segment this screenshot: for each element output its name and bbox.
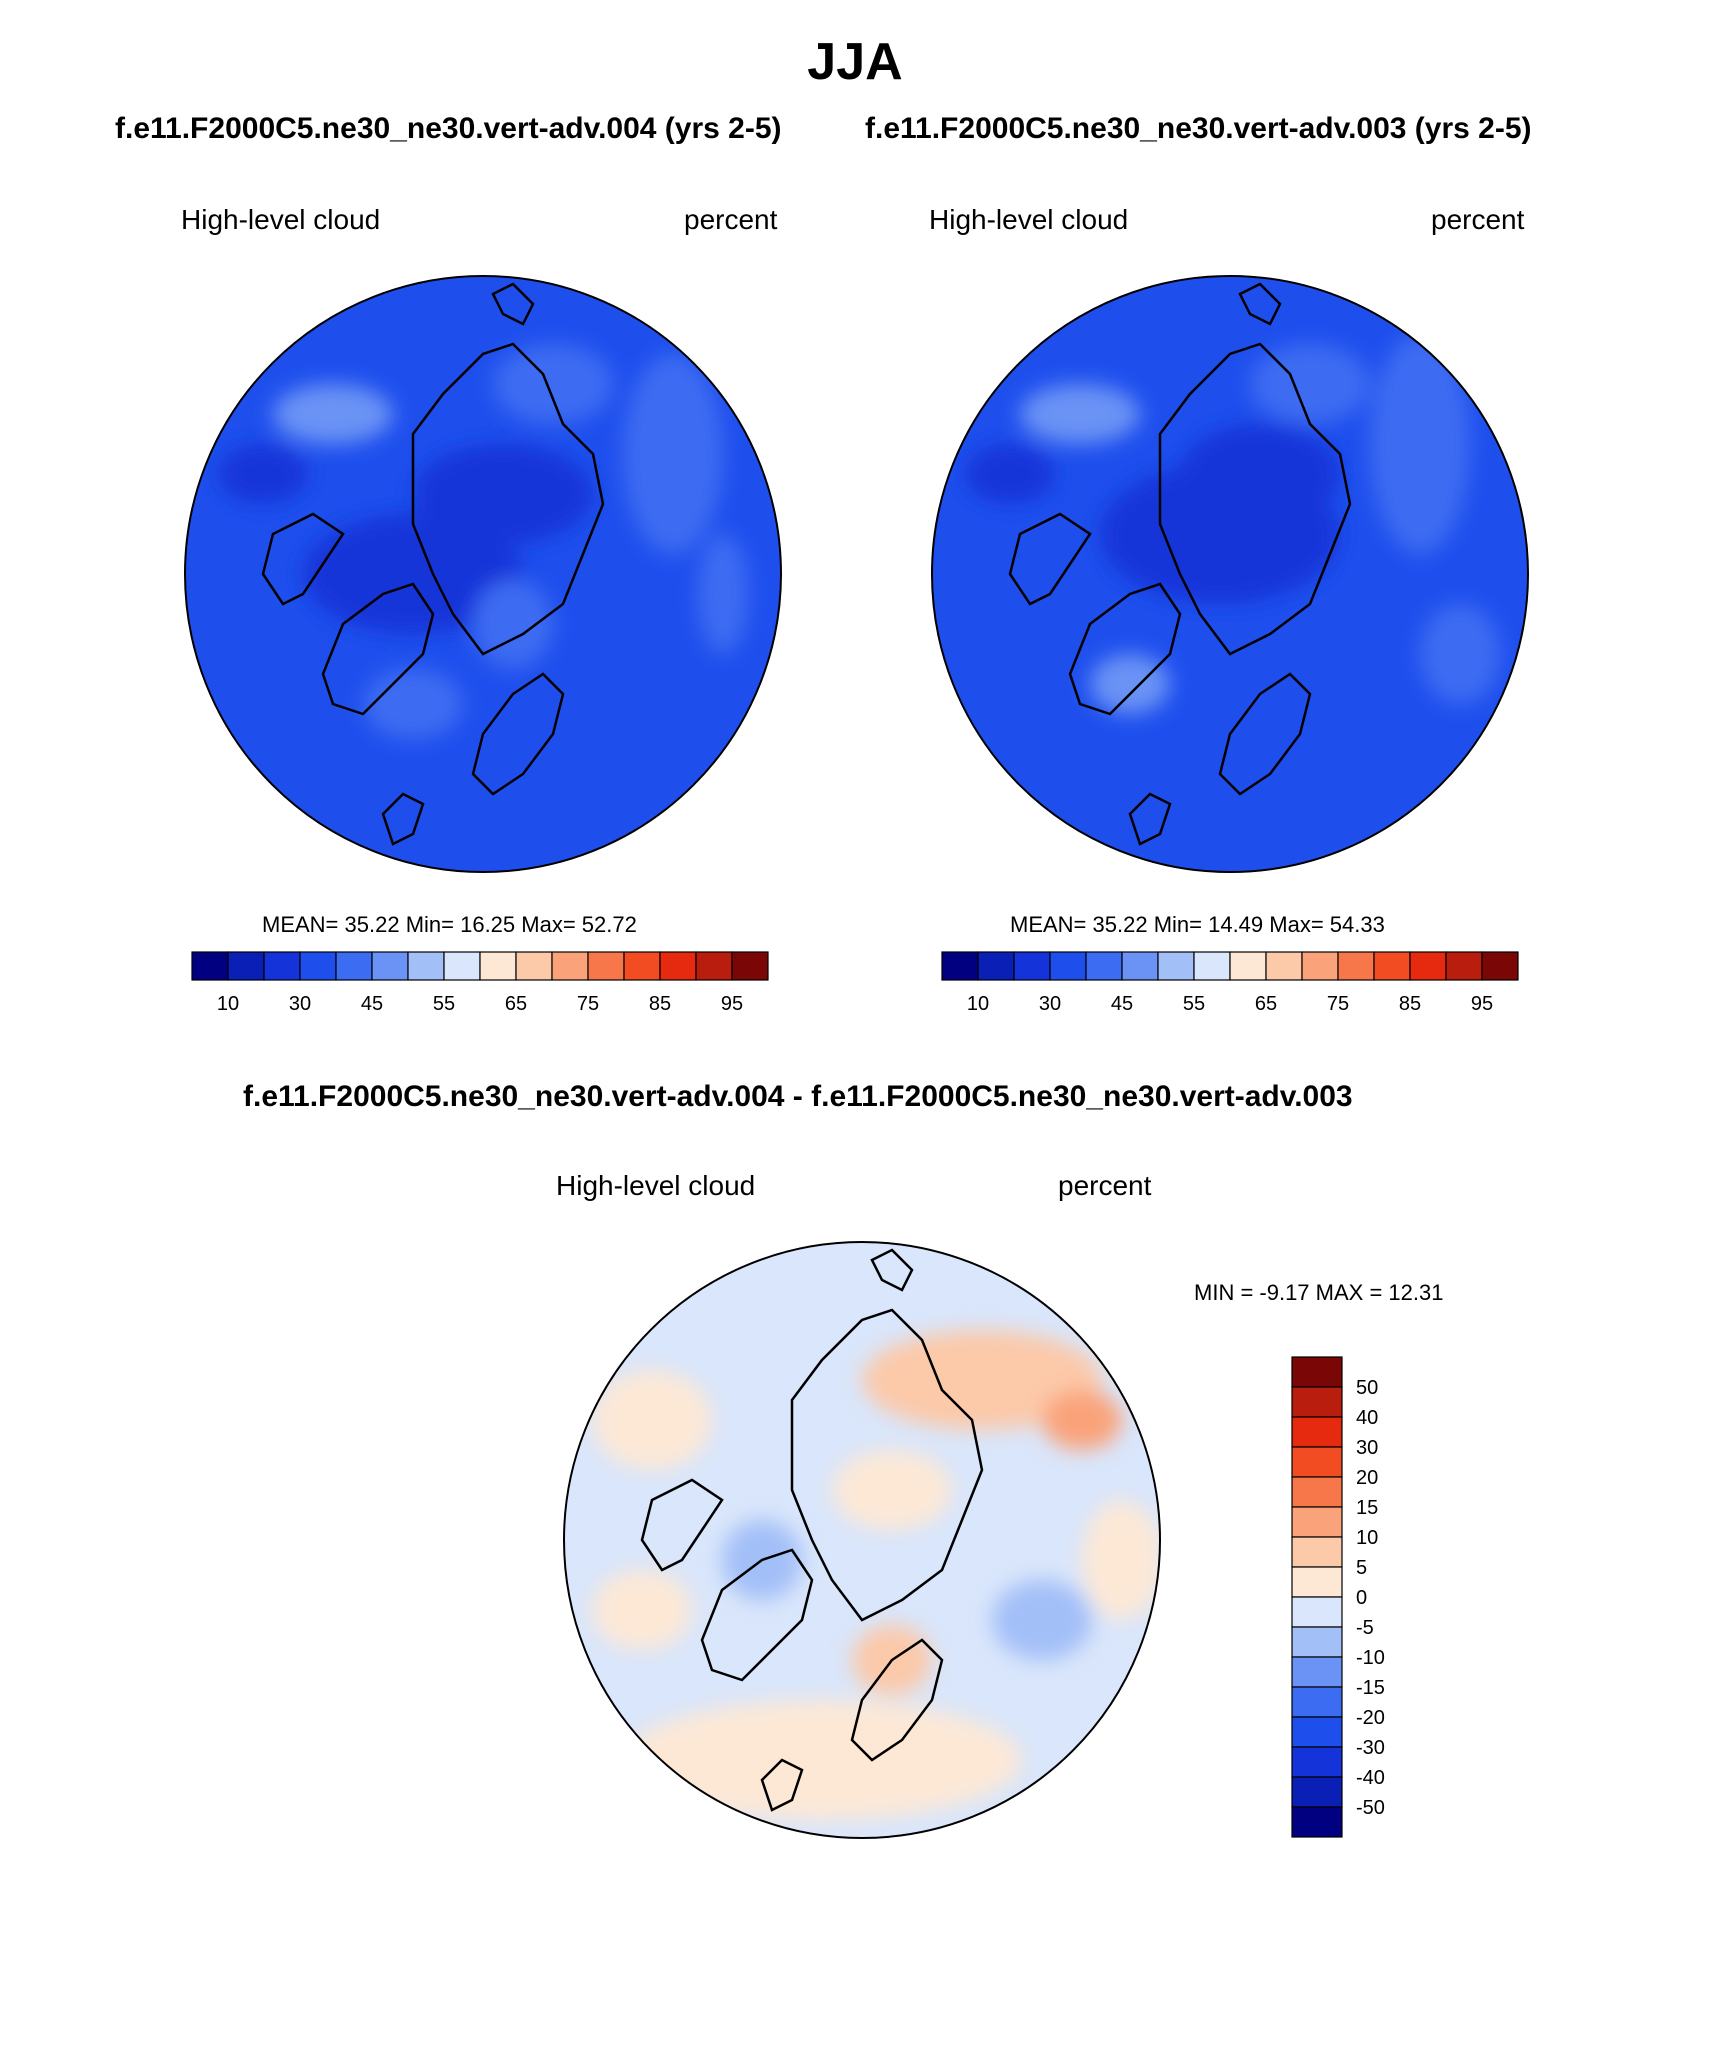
colorbar-swatch bbox=[1193, 951, 1231, 981]
colorbar-swatch bbox=[1291, 1656, 1343, 1688]
right-units-label: percent bbox=[1431, 204, 1525, 235]
colorbar-swatch bbox=[731, 951, 769, 981]
colorbar-swatch bbox=[1409, 951, 1447, 981]
case-a-title: f.e11.F2000C5.ne30_ne30.vert-adv.004 (yr… bbox=[115, 112, 782, 145]
colorbar-swatch bbox=[1049, 951, 1087, 981]
colorbar-swatch bbox=[551, 951, 589, 981]
colorbar-tick-label: -30 bbox=[1356, 1737, 1385, 1759]
colorbar-swatch bbox=[335, 951, 373, 981]
diff-units-label: percent bbox=[1058, 1170, 1152, 1201]
diff-stats: MIN = -9.17 MAX = 12.31 bbox=[1194, 1280, 1444, 1305]
left-polar-map bbox=[184, 275, 782, 873]
colorbar-swatch bbox=[407, 951, 445, 981]
colorbar-swatch bbox=[1121, 951, 1159, 981]
diff-polar-map bbox=[563, 1241, 1161, 1839]
colorbar-tick-label: 75 bbox=[1327, 993, 1349, 1015]
right-polar-map bbox=[931, 275, 1529, 873]
colorbar-tick-label: 10 bbox=[967, 993, 989, 1015]
colorbar-tick-label: 45 bbox=[1111, 993, 1133, 1015]
colorbar-swatch bbox=[1085, 951, 1123, 981]
colorbar-swatch bbox=[977, 951, 1015, 981]
colorbar-tick-label: -10 bbox=[1356, 1647, 1385, 1669]
colorbar-swatch bbox=[1291, 1536, 1343, 1568]
colorbar-tick-label: 30 bbox=[289, 993, 311, 1015]
colorbar-swatch bbox=[1291, 1626, 1343, 1658]
colorbar-swatch bbox=[1229, 951, 1267, 981]
colorbar-swatch bbox=[515, 951, 553, 981]
plot-title: JJA bbox=[807, 33, 903, 91]
colorbar-swatch bbox=[479, 951, 517, 981]
colorbar-swatch bbox=[1291, 1356, 1343, 1388]
colorbar-swatch bbox=[695, 951, 733, 981]
colorbar-swatch bbox=[1291, 1506, 1343, 1538]
colorbar-swatch bbox=[191, 951, 229, 981]
colorbar-swatch bbox=[1291, 1386, 1343, 1418]
left-variable-label: High-level cloud bbox=[181, 204, 381, 235]
colorbar-swatch bbox=[587, 951, 625, 981]
right-colorbar: 10 30 45 55 65 75 85 95 bbox=[941, 951, 1519, 1015]
colorbar-swatch bbox=[1291, 1476, 1343, 1508]
colorbar-tick-label: -50 bbox=[1356, 1797, 1385, 1819]
colorbar-swatch bbox=[1291, 1686, 1343, 1718]
colorbar-swatch bbox=[659, 951, 697, 981]
colorbar-tick-label: 85 bbox=[649, 993, 671, 1015]
colorbar-swatch bbox=[1373, 951, 1411, 981]
colorbar-tick-label: 85 bbox=[1399, 993, 1421, 1015]
right-variable-label: High-level cloud bbox=[929, 204, 1129, 235]
colorbar-swatch bbox=[1291, 1596, 1343, 1628]
colorbar-tick-label: 20 bbox=[1356, 1467, 1378, 1489]
colorbar-swatch bbox=[1013, 951, 1051, 981]
colorbar-tick-label: 40 bbox=[1356, 1407, 1378, 1429]
colorbar-tick-label: -5 bbox=[1356, 1617, 1374, 1639]
colorbar-swatch bbox=[941, 951, 979, 981]
colorbar-swatch bbox=[1301, 951, 1339, 981]
colorbar-tick-label: 65 bbox=[505, 993, 527, 1015]
case-b-title: f.e11.F2000C5.ne30_ne30.vert-adv.003 (yr… bbox=[865, 112, 1532, 145]
left-units-label: percent bbox=[684, 204, 778, 235]
colorbar-tick-label: 30 bbox=[1039, 993, 1061, 1015]
colorbar-tick-label: 45 bbox=[361, 993, 383, 1015]
colorbar-swatch bbox=[443, 951, 481, 981]
colorbar-tick-label: -40 bbox=[1356, 1767, 1385, 1789]
colorbar-tick-label: 95 bbox=[1471, 993, 1493, 1015]
colorbar-swatch bbox=[1445, 951, 1483, 981]
colorbar-tick-label: 30 bbox=[1356, 1437, 1378, 1459]
colorbar-tick-label: 55 bbox=[1183, 993, 1205, 1015]
colorbar-swatch bbox=[1291, 1566, 1343, 1598]
colorbar-swatch bbox=[263, 951, 301, 981]
colorbar-tick-label: 15 bbox=[1356, 1497, 1378, 1519]
colorbar-swatch bbox=[371, 951, 409, 981]
colorbar-swatch bbox=[227, 951, 265, 981]
colorbar-swatch bbox=[1265, 951, 1303, 981]
colorbar-swatch bbox=[1157, 951, 1195, 981]
colorbar-tick-label: 10 bbox=[217, 993, 239, 1015]
colorbar-swatch bbox=[1291, 1416, 1343, 1448]
colorbar-swatch bbox=[1481, 951, 1519, 981]
colorbar-swatch bbox=[1337, 951, 1375, 981]
colorbar-tick-label: -15 bbox=[1356, 1677, 1385, 1699]
colorbar-swatch bbox=[623, 951, 661, 981]
colorbar-tick-label: 55 bbox=[433, 993, 455, 1015]
colorbar-tick-label: 50 bbox=[1356, 1377, 1378, 1399]
colorbar-tick-label: 5 bbox=[1356, 1557, 1367, 1579]
colorbar-swatch bbox=[1291, 1776, 1343, 1808]
left-stats: MEAN= 35.22 Min= 16.25 Max= 52.72 bbox=[262, 912, 637, 937]
colorbar-swatch bbox=[1291, 1446, 1343, 1478]
colorbar-tick-label: 65 bbox=[1255, 993, 1277, 1015]
colorbar-tick-label: 75 bbox=[577, 993, 599, 1015]
right-stats: MEAN= 35.22 Min= 14.49 Max= 54.33 bbox=[1010, 912, 1385, 937]
colorbar-tick-label: 95 bbox=[721, 993, 743, 1015]
diff-variable-label: High-level cloud bbox=[556, 1170, 756, 1201]
colorbar-swatch bbox=[1291, 1806, 1343, 1838]
colorbar-tick-label: -20 bbox=[1356, 1707, 1385, 1729]
colorbar-swatch bbox=[299, 951, 337, 981]
colorbar-swatch bbox=[1291, 1746, 1343, 1778]
diff-title: f.e11.F2000C5.ne30_ne30.vert-adv.004 - f… bbox=[243, 1080, 1353, 1113]
left-colorbar: 10 30 45 55 65 75 85 95 bbox=[191, 951, 769, 1015]
colorbar-tick-label: 0 bbox=[1356, 1587, 1367, 1609]
colorbar-tick-label: 10 bbox=[1356, 1527, 1378, 1549]
colorbar-swatch bbox=[1291, 1716, 1343, 1748]
